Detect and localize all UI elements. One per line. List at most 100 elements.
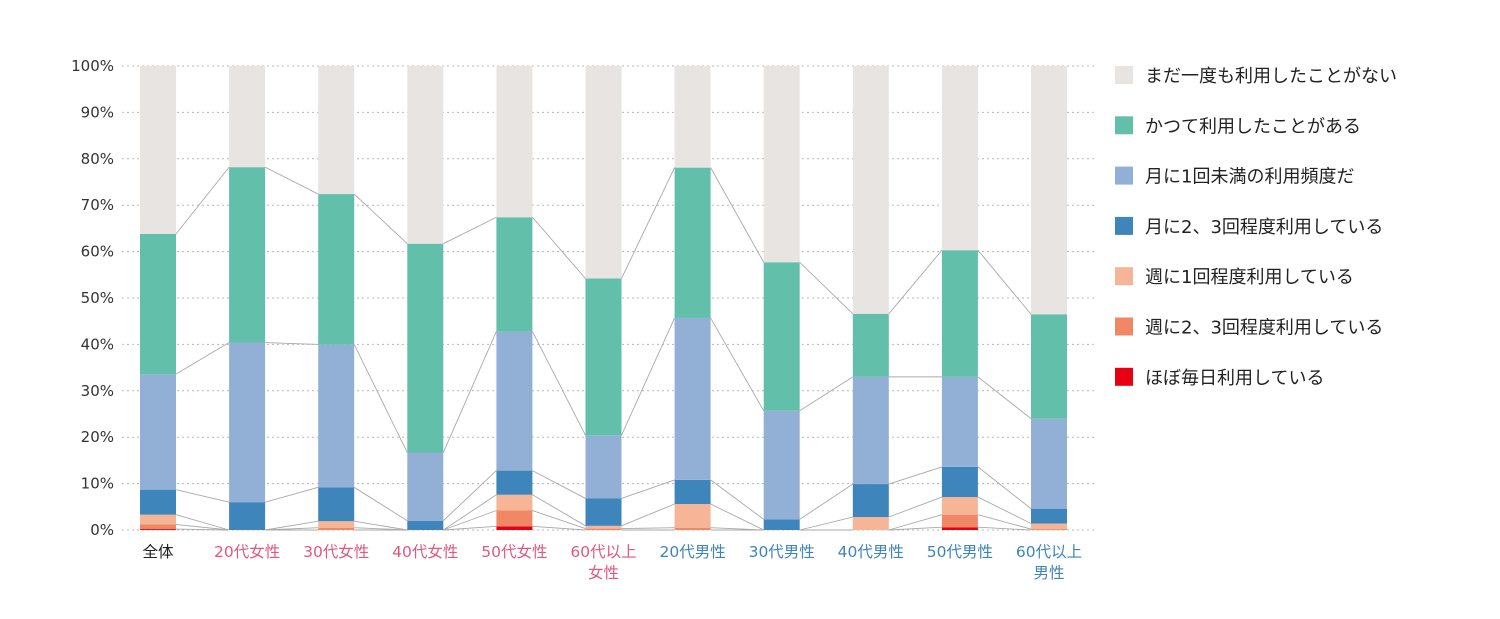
y-tick-label: 40% (81, 335, 114, 353)
category-label: 全体 (142, 543, 174, 561)
y-tick-label: 30% (81, 382, 114, 400)
connector-line (532, 510, 586, 530)
bar-segment (674, 479, 711, 505)
bar-segment (1031, 529, 1067, 530)
connector-line (621, 167, 676, 279)
category-label: 40代男性 (838, 543, 904, 561)
legend-label: 月に1回未満の利用頻度だ (1145, 167, 1354, 188)
connector-line (977, 496, 1032, 524)
category-label: 30代男性 (749, 543, 815, 561)
connector-line (175, 342, 230, 375)
connector-line (799, 261, 854, 315)
category-label: 女性 (588, 563, 619, 582)
connector-line (710, 479, 764, 520)
connector-line (888, 514, 943, 531)
bar-segment (585, 278, 622, 436)
connector-line (621, 479, 675, 499)
y-tick-label: 0% (90, 521, 114, 539)
connector-line (175, 528, 230, 531)
bar-segment (852, 484, 889, 518)
bar-segment (318, 66, 355, 195)
bar-segment (1031, 66, 1067, 315)
y-tick-label: 20% (81, 428, 114, 446)
category-label: 30代女性 (303, 542, 369, 561)
bar-segment (496, 526, 533, 530)
bar-segment (140, 374, 176, 490)
connector-line (353, 344, 408, 453)
bar-segment (674, 66, 711, 168)
bar-segment (941, 376, 978, 467)
connector-line (532, 525, 586, 531)
bar-segment (941, 250, 978, 377)
bar-segment (318, 194, 355, 345)
bars (140, 66, 1067, 530)
connector-line (888, 526, 942, 531)
connector-line (353, 486, 408, 522)
bar-segment (674, 317, 711, 480)
connector-line (443, 216, 497, 245)
legend-swatch (1115, 66, 1133, 84)
connector-line (888, 466, 943, 485)
bar-segment (140, 489, 176, 515)
y-tick-label: 90% (81, 103, 114, 121)
bar-segment (407, 520, 444, 530)
bar-segment (1031, 523, 1067, 530)
connector-line (532, 216, 586, 279)
connector-line (621, 527, 675, 530)
bar-segment (585, 528, 622, 530)
legend-label: 週に2、3回程度利用している (1145, 318, 1383, 339)
legend-swatch (1115, 116, 1133, 135)
legend-swatch (1115, 267, 1133, 286)
legend-label: かつて利用したことがある (1145, 116, 1361, 137)
connector-line (799, 483, 854, 520)
bar-segment (585, 525, 622, 529)
bar-segment (1031, 418, 1067, 509)
connector-line (354, 520, 408, 531)
connector-line (264, 486, 319, 503)
connector-line (442, 331, 497, 453)
bar-segment (763, 262, 800, 411)
y-tick-label: 10% (81, 475, 114, 493)
bar-segment (496, 331, 533, 471)
bar-segment (941, 497, 978, 515)
connector-line (354, 527, 408, 531)
connector-line (175, 514, 230, 531)
category-label: 50代男性 (927, 543, 993, 561)
category-label: 60代以上 (1016, 543, 1082, 561)
category-label: 50代女性 (481, 542, 547, 561)
connector-line (531, 331, 586, 436)
bar-segment (229, 167, 266, 343)
bar-segment (852, 376, 889, 485)
bar-segment (585, 435, 622, 499)
connector-line (977, 376, 1032, 419)
connector-line (353, 193, 408, 245)
connector-line (621, 503, 675, 527)
y-tick-label: 70% (81, 196, 114, 214)
connector-line (888, 496, 943, 518)
category-label: 男性 (1033, 564, 1064, 582)
bar-segment (407, 452, 444, 521)
legend: まだ一度も利用したことがないかつて利用したことがある月に1回未満の利用頻度だ月に… (1115, 66, 1397, 389)
y-tick-label: 100% (71, 57, 114, 75)
connector-line (443, 510, 497, 531)
bar-segment (407, 66, 444, 244)
legend-swatch (1115, 367, 1133, 386)
bar-segment (140, 529, 176, 530)
legend-swatch (1115, 166, 1133, 185)
bar-segment (496, 66, 533, 218)
bar-segment (140, 233, 176, 375)
bar-segment (318, 487, 355, 522)
connector-line (888, 249, 943, 315)
category-label: 60代以上 (570, 543, 636, 561)
connector-line (175, 523, 230, 531)
connector-line (977, 514, 1032, 530)
connector-line (799, 516, 853, 531)
bar-segment (1031, 508, 1067, 524)
bar-segment (140, 66, 176, 234)
bar-segment (852, 66, 889, 314)
bar-segment (318, 344, 355, 488)
connector-line (710, 527, 764, 531)
legend-label: 週に1回程度利用している (1145, 267, 1354, 288)
bar-segment (1031, 314, 1067, 419)
legend-label: まだ一度も利用したことがない (1145, 66, 1397, 87)
